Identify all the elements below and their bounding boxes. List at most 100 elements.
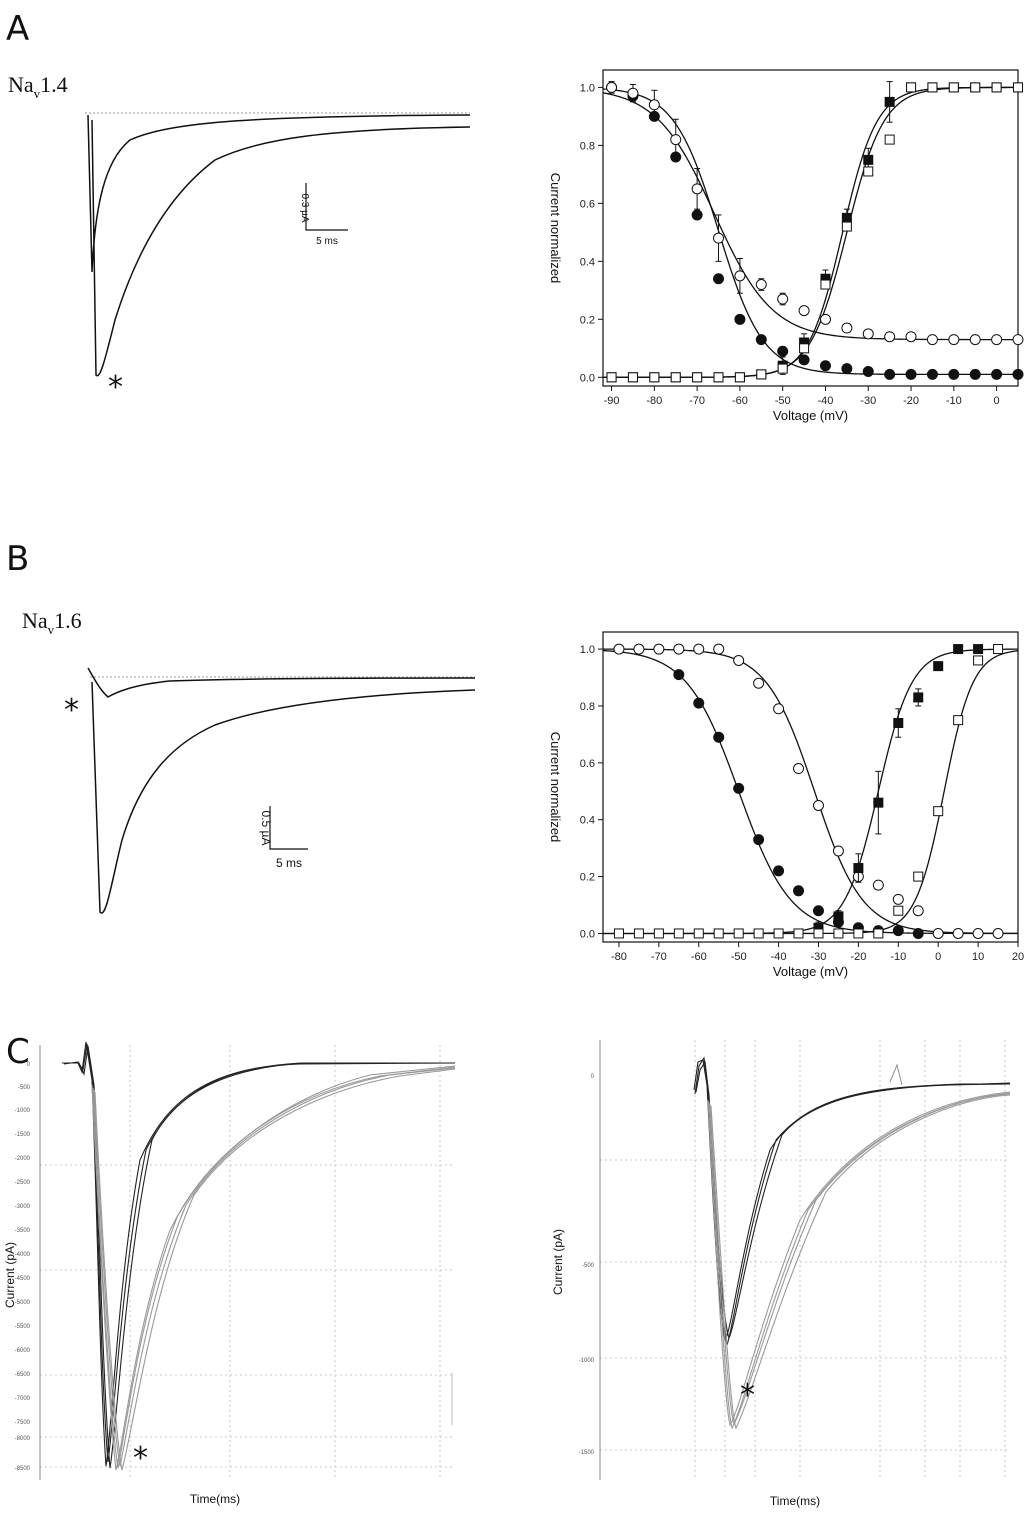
- data-point-open-circle: [793, 763, 805, 775]
- data-point-open-circle: [653, 643, 665, 655]
- fit-curve: [603, 648, 1018, 935]
- svg-text:-2500: -2500: [15, 1180, 31, 1186]
- svg-text:-8000: -8000: [15, 1436, 31, 1442]
- y-axis-title: Current normalized: [548, 173, 563, 284]
- scale-bar-lines-a: [305, 183, 348, 231]
- data-point-filled-circle: [841, 363, 853, 375]
- traces-c-left-fast: [62, 1041, 456, 1469]
- data-point-open-circle: [991, 334, 1003, 346]
- data-point-open-square: [673, 928, 684, 939]
- channel-label-a: Nav1.4: [8, 72, 68, 101]
- fit-curve: [603, 88, 1018, 376]
- x-tick-label: -70: [689, 395, 705, 407]
- x-tick-label: -30: [860, 395, 876, 407]
- data-point-filled-square: [884, 96, 895, 107]
- data-point-filled-circle: [793, 885, 805, 897]
- data-point-open-square: [693, 928, 704, 939]
- svg-text:-7500: -7500: [15, 1420, 31, 1426]
- ylabel-c-left: Current (pA): [3, 1242, 17, 1308]
- data-point-open-square: [733, 928, 744, 939]
- data-point-open-circle: [992, 927, 1004, 939]
- y-tick-label: 0.0: [580, 372, 595, 384]
- data-point-open-square: [692, 372, 703, 383]
- chart-a-voltage-dependence: -90 -80 -70 -60 -50 -40 -30 -20 -10 0 0.0 0.2 0.4 0.6…: [548, 69, 1024, 423]
- data-point-open-circle: [872, 879, 884, 891]
- data-point-open-square: [948, 82, 959, 93]
- data-point-open-square: [713, 928, 724, 939]
- data-point-open-square: [853, 928, 864, 939]
- data-point-open-circle: [841, 322, 853, 334]
- data-point-open-square: [653, 928, 664, 939]
- y-tick-label: 0.6: [580, 758, 595, 770]
- data-point-open-circle: [952, 927, 964, 939]
- panel-letter-c: C: [6, 1032, 30, 1072]
- y-tick-label: 0.2: [580, 872, 595, 884]
- y-tick-label: 0.8: [580, 701, 595, 713]
- data-point-open-circle: [691, 183, 703, 195]
- ytick-c-right-1: -500: [582, 1263, 595, 1269]
- data-point-open-circle: [733, 654, 745, 666]
- ytick-c-right-3: -1500: [579, 1450, 595, 1456]
- tick-labels-c-right: 0 -500 -1000 -1500: [579, 1074, 595, 1456]
- svg-text:-3500: -3500: [15, 1228, 31, 1234]
- data-point-open-square: [813, 928, 824, 939]
- x-tick-label: -40: [771, 951, 787, 963]
- data-point-filled-circle: [753, 834, 765, 846]
- channel-rest-a: 1.4: [40, 72, 68, 97]
- data-point-open-circle: [613, 643, 625, 655]
- data-point-open-square: [993, 644, 1004, 655]
- scale-bar-a: 0.3 µA 5 ms: [299, 183, 348, 247]
- data-point-open-circle: [948, 334, 960, 346]
- traces-c-left-slow: [91, 1065, 456, 1471]
- svg-text:-8500: -8500: [15, 1466, 31, 1472]
- x-tick-label: -30: [811, 951, 827, 963]
- data-point-open-square: [627, 372, 638, 383]
- ylabel-c-right: Current (pA): [551, 1229, 565, 1295]
- data-point-filled-square: [973, 644, 984, 655]
- data-point-open-square: [873, 928, 884, 939]
- data-point-filled-circle: [926, 368, 938, 380]
- svg-text:-6500: -6500: [15, 1372, 31, 1378]
- svg-text:-500: -500: [18, 1085, 31, 1091]
- data-point-filled-circle: [812, 905, 824, 917]
- data-point-open-circle: [673, 643, 685, 655]
- x-tick-label: -80: [611, 951, 627, 963]
- x-tick-label: 0: [935, 951, 941, 963]
- scale-time-b: 5 ms: [276, 856, 302, 870]
- data-point-open-square: [734, 372, 745, 383]
- data-point-open-circle: [755, 279, 767, 291]
- data-point-open-square: [753, 928, 764, 939]
- data-point-filled-square: [863, 154, 874, 165]
- fit-curve: [603, 649, 1018, 935]
- svg-text:0: 0: [27, 1062, 31, 1068]
- y-tick-label: 0.8: [580, 140, 595, 152]
- data-point-open-circle: [753, 677, 765, 689]
- data-point-open-square: [799, 343, 810, 354]
- data-point-open-circle: [713, 232, 725, 244]
- data-point-filled-circle: [691, 209, 703, 221]
- asterisk-a: *: [108, 370, 123, 405]
- x-tick-label: 20: [1012, 951, 1024, 963]
- data-point-open-square: [953, 715, 964, 726]
- data-point-open-circle: [972, 927, 984, 939]
- x-tick-label: -60: [732, 395, 748, 407]
- y-tick-label: 1.0: [580, 82, 595, 94]
- y-tick-label: 0.6: [580, 198, 595, 210]
- data-point-open-circle: [812, 799, 824, 811]
- asterisk-c-right: *: [740, 1378, 755, 1413]
- y-tick-label: 0.2: [580, 314, 595, 326]
- data-point-filled-circle: [733, 782, 745, 794]
- data-point-open-circle: [905, 331, 917, 343]
- data-point-open-circle: [734, 270, 746, 282]
- data-point-open-square: [863, 166, 874, 177]
- panel-letter-b: B: [6, 539, 29, 579]
- data-point-open-square: [793, 928, 804, 939]
- data-point-open-square: [893, 905, 904, 916]
- data-point-open-circle: [862, 328, 874, 340]
- data-point-filled-circle: [884, 368, 896, 380]
- scale-bar-b: 0.5 µA 5 ms: [259, 806, 308, 870]
- data-point-open-square: [820, 279, 831, 290]
- y-tick-label: 0.4: [580, 256, 595, 268]
- data-point-open-square: [991, 82, 1002, 93]
